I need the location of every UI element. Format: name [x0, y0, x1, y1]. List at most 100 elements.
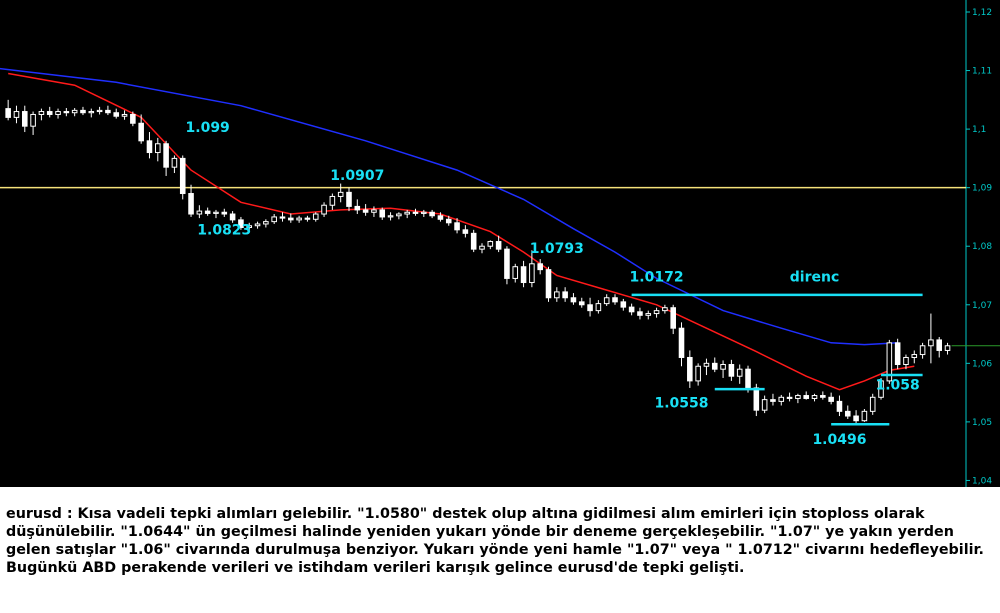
candle-bullish [944, 345, 951, 351]
candle-bearish [770, 399, 776, 402]
y-tick-label: 1,11 [972, 67, 992, 77]
candle-bearish [894, 342, 901, 366]
candle-bullish [512, 266, 519, 279]
candle-bearish [238, 219, 244, 228]
y-tick-label: 1,12 [972, 8, 992, 18]
candle-bullish [928, 339, 934, 347]
candle-bullish [312, 213, 319, 220]
candle-bullish [554, 291, 560, 299]
price-annotation: 1.099 [186, 120, 230, 136]
price-annotation: 1.0172 [630, 269, 684, 285]
candle-bullish [263, 221, 269, 225]
candle-bullish [479, 245, 485, 250]
candle-bullish [878, 380, 884, 398]
candle-bearish [578, 301, 585, 306]
candle-bullish [736, 368, 743, 377]
candle-bearish [221, 211, 228, 215]
candle-bullish [71, 109, 78, 114]
candle-bullish [795, 395, 801, 399]
candle-bearish [462, 229, 469, 234]
candle-bearish [678, 327, 685, 358]
candle-bearish [454, 222, 460, 231]
candle-bullish [653, 310, 660, 315]
candle-bearish [828, 396, 834, 402]
price-annotation: 1.0823 [197, 223, 251, 239]
candle-bullish [645, 313, 652, 316]
candle-bearish [46, 111, 53, 115]
candle-bearish [670, 307, 676, 329]
candle-bullish [13, 111, 20, 118]
candle-bearish [163, 143, 169, 168]
candle-bearish [130, 113, 136, 124]
candle-bullish [55, 111, 61, 115]
candle-bearish [188, 193, 194, 215]
price-annotation: 1.058 [876, 378, 920, 394]
price-chart: 1,12 1,11 1,1 1,09 1,08 1,07 1,06 1,05 1,04 1.099… [0, 0, 1000, 487]
candle-bearish [620, 301, 627, 308]
candle-bearish [562, 291, 568, 299]
candle-bearish [612, 297, 618, 303]
candle-bullish [213, 211, 219, 214]
candle-bullish [196, 210, 203, 215]
candle-bearish [844, 410, 851, 417]
candle-bearish [304, 217, 311, 220]
candle-bearish [803, 395, 809, 399]
candle-bearish [587, 304, 593, 312]
price-annotation: direnc [790, 269, 840, 285]
y-tick-label: 1,04 [972, 476, 992, 486]
candle-bearish [288, 217, 294, 221]
candle-bullish [329, 195, 336, 206]
candle-bullish [869, 396, 876, 412]
candle-bearish [80, 109, 86, 114]
candle-bearish [820, 395, 826, 398]
candle-bearish [63, 111, 70, 114]
candle-bearish [495, 241, 502, 250]
price-annotation: 1.0793 [530, 241, 584, 257]
candle-bullish [371, 209, 377, 213]
candle-bullish [919, 345, 926, 356]
candle-bullish [603, 297, 610, 305]
candle-bullish [529, 263, 535, 284]
candle-bearish [786, 396, 793, 399]
candle-bullish [30, 113, 36, 127]
y-tick-label: 1,08 [972, 242, 992, 252]
candle-bullish [254, 223, 261, 227]
candle-bearish [545, 269, 552, 299]
candle-bullish [695, 365, 701, 382]
candle-bullish [886, 342, 893, 382]
moving-average-slow [0, 67, 898, 346]
candle-bearish [853, 415, 859, 422]
y-tick-label: 1,05 [972, 418, 992, 428]
candle-bearish [138, 122, 144, 142]
moving-average-fast [8, 72, 915, 391]
candle-bullish [96, 109, 103, 113]
candle-bearish [936, 339, 943, 351]
candle-bearish [570, 297, 577, 303]
candle-bearish [146, 140, 153, 154]
candle-bearish [470, 232, 477, 250]
candle-bullish [861, 410, 868, 422]
candle-bearish [437, 215, 444, 220]
candle-bullish [271, 216, 277, 223]
y-tick-label: 1,09 [972, 184, 992, 194]
candle-bearish [21, 111, 28, 127]
candle-bearish [113, 112, 120, 117]
candle-bearish [412, 211, 419, 214]
candle-bearish [279, 216, 286, 219]
candle-bullish [121, 113, 128, 117]
candle-bullish [811, 395, 818, 399]
candle-bullish [595, 303, 602, 312]
candle-bullish [88, 111, 95, 114]
candle-bearish [711, 362, 718, 370]
candle-bearish [445, 218, 452, 224]
candle-bearish [204, 210, 211, 214]
candle-bearish [354, 205, 361, 211]
candle-bearish [753, 387, 760, 411]
price-annotation: 1.0558 [654, 395, 708, 411]
candle-bearish [379, 209, 386, 218]
candle-bullish [38, 111, 45, 115]
candle-bullish [720, 364, 726, 370]
candle-bullish [911, 354, 918, 358]
chart-canvas: 1,12 1,11 1,1 1,09 1,08 1,07 1,06 1,05 1,04 1.099… [0, 0, 1000, 487]
candle-bullish [778, 396, 785, 402]
